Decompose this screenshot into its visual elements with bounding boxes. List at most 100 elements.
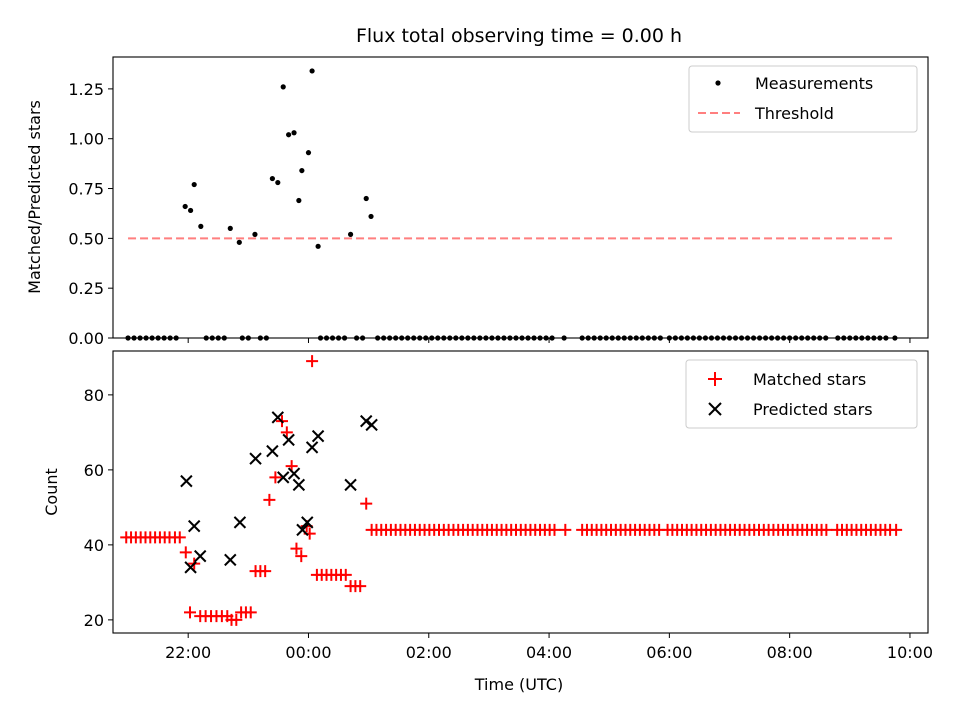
predicted-stars-point [184,561,197,574]
top-axes-frame [112,56,929,339]
figure-title: Flux total observing time = 0.00 h [356,25,682,47]
top-panel: 0.00 0.25 0.50 0.75 1.00 1.25 Matched/Predict… [25,56,929,348]
measurements-point [286,132,292,138]
measurements-point [299,167,305,174]
matched-stars-point [259,565,272,578]
predicted-stars-point [344,478,357,492]
legend-threshold-label: Threshold [754,104,834,123]
predicted-stars-point [266,444,279,458]
measurements-point [363,195,369,202]
top-y-tick-label: 1.25 [68,80,104,99]
top-y-tick-label: 0.50 [68,229,104,248]
measurements-point [280,84,286,90]
x-tick-label: 00:00 [285,643,331,662]
matched-stars-point [179,546,192,559]
predicted-stars-point [277,471,290,484]
predicted-stars-point [187,519,201,533]
bottom-axes-frame [112,350,929,634]
x-tick-label: 02:00 [406,643,452,662]
matched-stars-point [306,355,319,368]
bottom-legend-box [685,359,918,429]
matched-stars-point [360,497,373,510]
bottom-y-tick-label: 60 [84,461,104,480]
legend-predicted-label: Predicted stars [753,400,873,419]
top-legend-box [688,65,918,133]
matched-stars-point [354,580,367,593]
measurements-point [291,130,297,136]
legend-predicted-marker [708,402,722,416]
measurements-point [275,179,281,186]
measurements-point [227,225,233,231]
bottom-y-tick-label: 40 [84,536,104,555]
measurements-point [305,150,312,156]
bottom-y-axis-label: Count [42,468,61,516]
top-y-tick-label: 0.00 [68,329,104,348]
matched-stars-point [244,606,257,619]
top-y-tick-label: 0.25 [68,279,104,298]
predicted-stars-point [282,433,295,447]
predicted-stars-point [233,516,247,529]
measurements-point [315,243,321,249]
predicted-stars-point [271,411,285,424]
measurements-point [347,231,354,237]
matched-stars-point [263,493,276,506]
measurements-point [236,239,242,245]
predicted-stars-point [249,452,262,465]
matched-stars-point [548,523,561,536]
predicted-stars-point [296,523,309,537]
measurements-point [198,223,204,229]
bottom-y-ticks: 20 40 60 80 [84,386,113,630]
measurements-point [269,175,275,182]
top-y-tick-label: 0.75 [68,180,104,199]
legend-measurements-marker [715,80,721,86]
bottom-y-tick-label: 80 [84,386,104,405]
matched-stars-point [280,426,293,439]
predicted-stars-point [305,441,319,454]
predicted-stars-point [180,474,193,488]
predicted-stars-point [292,478,306,492]
top-legend: Measurements Threshold [688,65,918,133]
x-tick-label: 10:00 [887,643,933,662]
predicted-stars-point [311,429,325,443]
matched-stars-point [890,523,903,536]
x-tick-label: 06:00 [646,643,692,662]
bottom-plot-area [120,355,903,626]
top-y-ticks: 0.00 0.25 0.50 0.75 1.00 1.25 [68,80,113,348]
top-y-tick-label: 1.00 [68,130,104,149]
predicted-stars-point [194,549,207,563]
predicted-stars-point [301,516,314,529]
predicted-stars-point [224,553,237,567]
bottom-y-tick-label: 20 [84,611,104,630]
matched-stars-point [173,531,186,544]
measurements-point [191,181,197,188]
bottom-legend: Matched stars Predicted stars [685,359,918,429]
matched-stars-point [269,471,282,484]
matched-stars-point [820,523,833,536]
predicted-stars-point [360,414,373,428]
measurements-point [187,207,194,214]
measurements-point [368,213,374,220]
predicted-stars-point [365,418,378,432]
matched-stars-point [339,568,352,581]
matched-stars-point [559,523,572,536]
measurements-point [182,203,188,210]
measurements-point [296,197,302,204]
x-axis-label: Time (UTC) [474,675,563,694]
measurements-point [252,231,258,237]
legend-measurements-label: Measurements [755,74,873,93]
measurements-point [309,68,315,74]
x-tick-label: 22:00 [165,643,211,662]
legend-matched-label: Matched stars [753,370,866,389]
bottom-x-ticks: 22:00 00:00 02:00 04:00 06:00 08:00 10:00 [165,633,933,662]
legend-matched-marker [708,372,722,386]
matched-stars-point [230,613,243,626]
matched-stars-point [290,542,303,555]
matched-stars-point [183,606,196,619]
top-x-ticks [187,338,911,343]
matched-stars-point [295,550,308,563]
top-y-axis-label: Matched/Predicted stars [25,100,44,294]
predicted-stars-point [287,467,301,480]
x-tick-label: 04:00 [526,643,572,662]
x-tick-label: 08:00 [767,643,813,662]
